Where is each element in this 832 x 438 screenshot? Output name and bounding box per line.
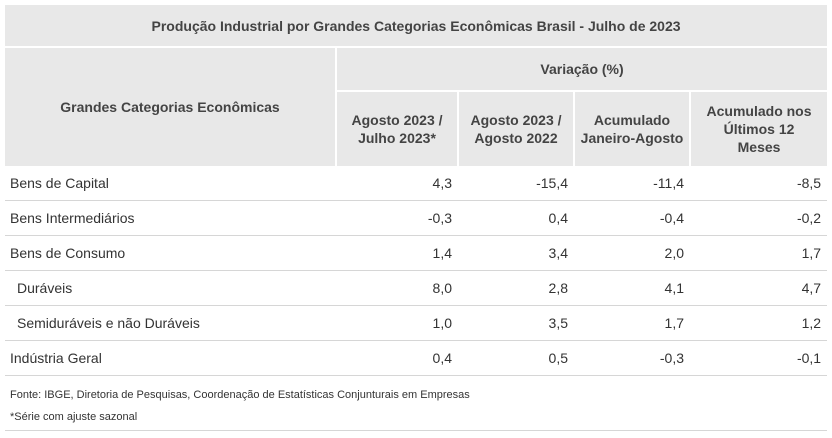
cell-value: -15,4	[458, 166, 574, 201]
footnote: *Série com ajuste sazonal	[10, 411, 138, 423]
variation-header: Variação (%)	[336, 47, 828, 92]
cell-value: 0,4	[458, 200, 574, 236]
cell-value: 1,0	[336, 305, 458, 341]
data-table: Produção Industrial por Grandes Categori…	[5, 5, 828, 376]
row-label: Indústria Geral	[5, 340, 336, 376]
table-row: Semiduráveis e não Duráveis 1,0 3,5 1,7 …	[5, 305, 828, 341]
cell-value: 4,1	[574, 270, 690, 306]
row-label: Duráveis	[5, 270, 336, 306]
table-row: Bens Intermediários -0,3 0,4 -0,4 -0,2	[5, 200, 828, 236]
cell-value: 1,7	[690, 235, 828, 271]
cell-value: 1,2	[690, 305, 828, 341]
table-title: Produção Industrial por Grandes Categori…	[5, 5, 828, 48]
row-label: Bens de Capital	[5, 166, 336, 201]
category-header: Grandes Categorias Econômicas	[5, 47, 337, 166]
cell-value: 3,5	[458, 305, 574, 341]
cell-value: 0,4	[336, 340, 458, 376]
col-header-acum-12m: Acumulado nos Últimos 12 Meses	[688, 91, 828, 166]
cell-value: 1,7	[574, 305, 690, 341]
table-row: Duráveis 8,0 2,8 4,1 4,7	[5, 270, 828, 306]
table-row: Bens de Consumo 1,4 3,4 2,0 1,7	[5, 235, 828, 271]
source-note: Fonte: IBGE, Diretoria de Pesquisas, Coo…	[10, 389, 470, 401]
cell-value: 2,0	[574, 235, 690, 271]
cell-value: 3,4	[458, 235, 574, 271]
cell-value: 8,0	[336, 270, 458, 306]
col-header-ago-jul: Agosto 2023 / Julho 2023*	[336, 91, 458, 166]
cell-value: 4,3	[336, 166, 458, 201]
col-header-ago-ago: Agosto 2023 / Agosto 2022	[457, 91, 574, 166]
divider	[5, 430, 827, 431]
cell-value: -0,3	[336, 200, 458, 236]
table-row: Bens de Capital 4,3 -15,4 -11,4 -8,5	[5, 166, 828, 201]
col-header-acum-jan-ago: Acumulado Janeiro-Agosto	[573, 91, 690, 166]
cell-value: -0,4	[574, 200, 690, 236]
cell-value: 0,5	[458, 340, 574, 376]
cell-value: -0,2	[690, 200, 828, 236]
table-notes: Fonte: IBGE, Diretoria de Pesquisas, Coo…	[10, 384, 470, 428]
row-label: Bens de Consumo	[5, 235, 336, 271]
cell-value: 2,8	[458, 270, 574, 306]
row-label: Semiduráveis e não Duráveis	[5, 305, 336, 341]
table-row: Indústria Geral 0,4 0,5 -0,3 -0,1	[5, 340, 828, 376]
row-label: Bens Intermediários	[5, 200, 336, 236]
cell-value: -0,3	[574, 340, 690, 376]
cell-value: -11,4	[574, 166, 690, 201]
cell-value: -8,5	[690, 166, 828, 201]
cell-value: 4,7	[690, 270, 828, 306]
cell-value: 1,4	[336, 235, 458, 271]
cell-value: -0,1	[690, 340, 828, 376]
